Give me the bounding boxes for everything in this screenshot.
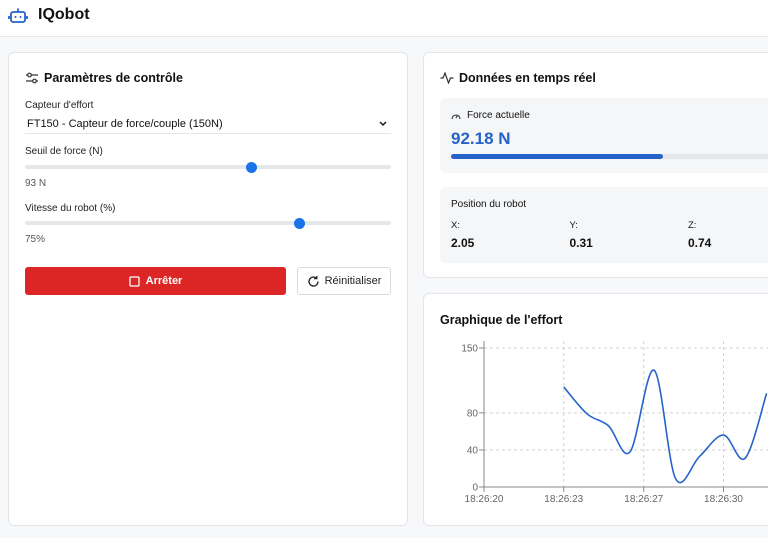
x-tick-label: 18:26:23 bbox=[544, 494, 583, 505]
button-label: Arrêter bbox=[145, 275, 183, 287]
axis-label: X: bbox=[451, 220, 460, 231]
button-label: Réinitialiser bbox=[324, 275, 382, 287]
axis-value: 0.31 bbox=[569, 236, 593, 250]
force-value: 92.18 N bbox=[451, 129, 511, 148]
header: IQobot bbox=[0, 0, 768, 37]
chart: 0 40 80 150 18:26:20 18:26:23 18:26:27 18:26:30 bbox=[461, 341, 768, 505]
y-tick-label: 40 bbox=[467, 445, 479, 456]
field-label: Seuil de force (N) bbox=[25, 146, 103, 157]
x-tick-label: 18:26:30 bbox=[704, 494, 743, 505]
force-line bbox=[563, 369, 768, 484]
card-title: Paramètres de contrôle bbox=[44, 71, 183, 85]
position-box: Position du robot X: 2.05 Y: 0.31 Z: 0.74 bbox=[440, 187, 768, 263]
y-tick-label: 80 bbox=[467, 408, 479, 419]
x-tick-label: 18:26:20 bbox=[465, 494, 504, 505]
field-label: Vitesse du robot (%) bbox=[25, 203, 116, 214]
controls-card: Paramètres de contrôle Capteur d'effort … bbox=[8, 52, 408, 526]
y-tick-label: 0 bbox=[472, 483, 478, 494]
settings-icon bbox=[26, 72, 38, 84]
slider-track[interactable] bbox=[25, 161, 391, 173]
field-label: Capteur d'effort bbox=[25, 100, 94, 111]
y-tick-label: 150 bbox=[461, 344, 478, 355]
activity-icon bbox=[440, 72, 454, 84]
force-label: Force actuelle bbox=[467, 110, 530, 121]
robot-icon bbox=[8, 8, 28, 23]
chart-title: Graphique de l'effort bbox=[440, 313, 563, 327]
axis-label: Y: bbox=[569, 220, 578, 231]
app-title: IQobot bbox=[38, 6, 90, 23]
axis-label: Z: bbox=[688, 220, 697, 231]
sensor-select[interactable]: FT150 - Capteur de force/couple (150N) bbox=[25, 115, 391, 134]
x-tick-label: 18:26:27 bbox=[624, 494, 663, 505]
slider-value: 93 N bbox=[25, 178, 47, 189]
stop-icon bbox=[129, 275, 140, 287]
gauge-icon bbox=[451, 114, 461, 120]
card-title: Données en temps réel bbox=[459, 71, 596, 85]
slider-value: 75% bbox=[25, 234, 46, 245]
reset-button[interactable]: Réinitialiser bbox=[297, 267, 391, 295]
slider-thumb bbox=[246, 161, 258, 173]
force-box: Force actuelle 92.18 N bbox=[440, 98, 768, 173]
axis-value: 2.05 bbox=[451, 236, 475, 250]
position-label: Position du robot bbox=[451, 199, 527, 210]
chevron bbox=[379, 121, 387, 126]
force-progress-track bbox=[451, 154, 768, 159]
select-value: FT150 - Capteur de force/couple (150N) bbox=[27, 118, 223, 130]
realtime-card: Données en temps réel Force actuelle 92.… bbox=[423, 52, 768, 278]
reset-icon bbox=[307, 275, 319, 287]
slider-track[interactable] bbox=[25, 217, 391, 229]
stop-button[interactable]: Arrêter bbox=[25, 267, 286, 295]
chart-card: Graphique de l'effort 0 40 80 150 18:26:20 18… bbox=[423, 293, 768, 526]
axis-value: 0.74 bbox=[688, 236, 712, 250]
force-progress-bar bbox=[451, 154, 663, 159]
slider-thumb bbox=[294, 217, 305, 229]
